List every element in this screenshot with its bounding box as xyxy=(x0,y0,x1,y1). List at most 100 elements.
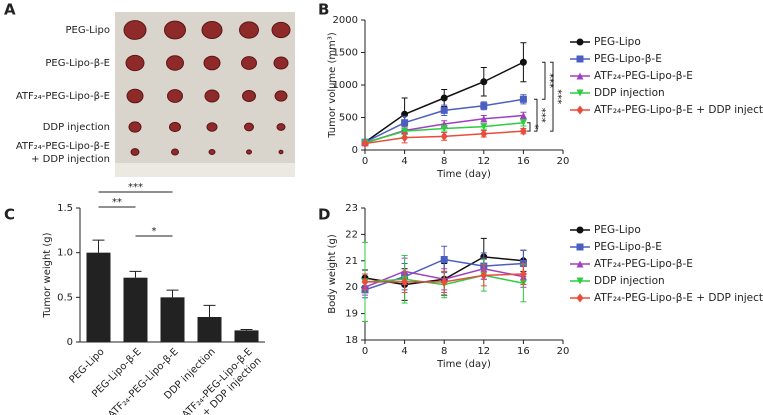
y-tick-label: 21 xyxy=(345,256,358,267)
significance-bracket xyxy=(527,122,531,132)
significance-bracket xyxy=(550,61,554,132)
y-tick-label: 500 xyxy=(339,113,358,124)
y-tick-label: 19 xyxy=(345,309,358,320)
marker xyxy=(480,129,488,139)
y-tick-label: 22 xyxy=(345,229,358,240)
significance-bracket xyxy=(534,98,538,132)
x-axis-label: Time (day) xyxy=(436,359,491,370)
tumor xyxy=(126,88,144,104)
tumor xyxy=(241,56,257,70)
panel-letter: D xyxy=(318,206,330,224)
y-tick-label: 23 xyxy=(345,203,358,214)
tumor xyxy=(273,56,289,70)
y-tick-label: 1.5 xyxy=(57,203,73,214)
marker xyxy=(480,123,488,131)
y-tick-label: 1000 xyxy=(333,80,358,91)
marker xyxy=(519,269,527,279)
x-tick-label: 16 xyxy=(517,156,530,167)
marker xyxy=(440,94,448,102)
tumor xyxy=(125,54,145,72)
marker xyxy=(440,106,448,114)
marker xyxy=(519,126,527,136)
photo-label: + DDP injection xyxy=(31,154,110,165)
x-tick-label: 20 xyxy=(557,156,570,167)
legend-marker xyxy=(576,243,584,251)
legend-label: ATF₂₄-PEG-Lipo-β-E + DDP injection xyxy=(594,292,763,304)
legend-label: DDP injection xyxy=(594,275,665,287)
significance-label: ** xyxy=(112,197,122,208)
legend-label: ATF₂₄-PEG-Lipo-β-E xyxy=(594,258,693,270)
legend-marker xyxy=(576,260,584,268)
marker xyxy=(361,139,369,148)
tumor xyxy=(206,122,218,132)
marker xyxy=(401,277,409,287)
error-bar xyxy=(203,304,216,317)
panel-letter: A xyxy=(4,1,16,19)
tumor xyxy=(271,21,291,39)
photo-label: ATF₂₄-PEG-Lipo-β-E xyxy=(16,91,110,102)
y-axis-label: Body weight (g) xyxy=(327,234,338,314)
y-tick-label: 18 xyxy=(345,335,358,346)
marker xyxy=(440,125,448,133)
tumor xyxy=(128,121,142,133)
legend-marker xyxy=(576,226,584,234)
photo-label: ATF₂₄-PEG-Lipo-β-E xyxy=(16,141,110,152)
x-axis-label: Time (day) xyxy=(436,169,491,180)
x-tick-label: 16 xyxy=(517,346,530,357)
bar xyxy=(123,277,148,342)
x-tick-label: ATF₂₄-PEG-Lipo-β-E xyxy=(106,346,180,415)
x-tick-label: 0 xyxy=(362,346,368,357)
tumor xyxy=(123,20,147,40)
tumor xyxy=(201,21,223,39)
tumor xyxy=(164,20,186,40)
significance-label: * xyxy=(529,124,540,129)
marker xyxy=(519,119,527,127)
marker xyxy=(480,270,488,280)
bar xyxy=(197,316,222,342)
legend-marker xyxy=(576,38,584,46)
tumor xyxy=(246,149,252,155)
tumor xyxy=(166,55,184,71)
photo-label: PEG-Lipo xyxy=(65,25,110,36)
marker xyxy=(401,119,409,127)
legend-marker xyxy=(576,105,584,115)
legend-label: PEG-Lipo-β-E xyxy=(594,241,662,253)
marker xyxy=(519,112,527,120)
legend-marker xyxy=(576,72,584,80)
legend-marker xyxy=(576,277,584,285)
legend-label: DDP injection xyxy=(594,87,665,99)
marker xyxy=(519,95,527,103)
error-bar xyxy=(166,289,179,298)
tumor-photo xyxy=(115,12,295,177)
tumor xyxy=(171,148,179,156)
y-axis-label: Tumor volume (mm³) xyxy=(327,32,338,139)
x-tick-label: 12 xyxy=(477,156,490,167)
photo-label: PEG-Lipo-β-E xyxy=(45,58,110,69)
tumor xyxy=(274,90,288,102)
tumor xyxy=(204,89,220,103)
photo-label: DDP injection xyxy=(43,122,110,133)
bar xyxy=(160,297,185,342)
marker xyxy=(480,102,488,110)
tumor xyxy=(167,89,183,103)
marker xyxy=(519,58,527,66)
tumor xyxy=(169,121,181,133)
y-tick-label: 2000 xyxy=(333,15,358,26)
marker xyxy=(361,277,369,287)
marker xyxy=(401,133,409,143)
bar xyxy=(234,330,259,342)
significance-label: *** xyxy=(536,108,547,123)
y-tick-label: 1500 xyxy=(333,48,358,59)
legend-marker xyxy=(576,55,584,63)
legend-label: PEG-Lipo xyxy=(594,36,641,48)
error-bar xyxy=(92,239,105,253)
x-tick-label: 12 xyxy=(477,346,490,357)
y-tick-label: 20 xyxy=(345,282,358,293)
error-bar xyxy=(129,270,142,278)
legend-label: PEG-Lipo-β-E xyxy=(594,53,662,65)
x-tick-label: 8 xyxy=(441,346,447,357)
marker xyxy=(440,131,448,141)
tumor xyxy=(244,122,254,132)
error-bar xyxy=(240,328,253,331)
